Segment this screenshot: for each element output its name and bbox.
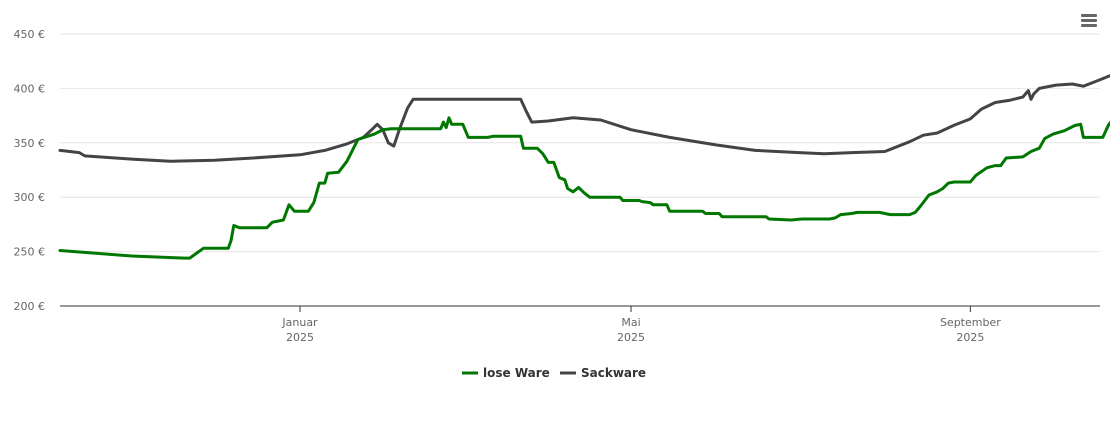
x-tick-label-month: Mai [621,316,640,329]
y-tick-label: 250 € [14,246,46,259]
x-tick-label-month: September [940,316,1001,329]
y-tick-label: 200 € [14,300,46,313]
y-tick-label: 400 € [14,82,46,95]
y-tick-label: 350 € [14,137,46,150]
y-axis: 200 € 250 € 300 € 350 € 400 € 450 € [14,28,46,313]
series-lines [58,74,1110,260]
legend-label: lose Ware [483,366,550,380]
x-tick-label-year: 2025 [617,331,645,344]
legend-item[interactable]: Sackware [560,366,646,380]
y-tick-label: 450 € [14,28,46,41]
hamburger-menu-icon[interactable] [1078,12,1100,32]
x-tick-label-month: Januar [281,316,318,329]
x-tick-label-year: 2025 [956,331,984,344]
x-tick-label-year: 2025 [286,331,314,344]
y-tick-label: 300 € [14,191,46,204]
legend-item[interactable]: lose Ware [462,366,550,380]
series-line [58,74,1110,163]
grid-lines [60,33,1100,253]
legend[interactable]: lose Ware Sackware [462,366,646,380]
legend-label: Sackware [581,366,646,380]
x-axis: Januar 2025 Mai 2025 September 2025 [281,306,1001,344]
series-line [58,116,1110,260]
